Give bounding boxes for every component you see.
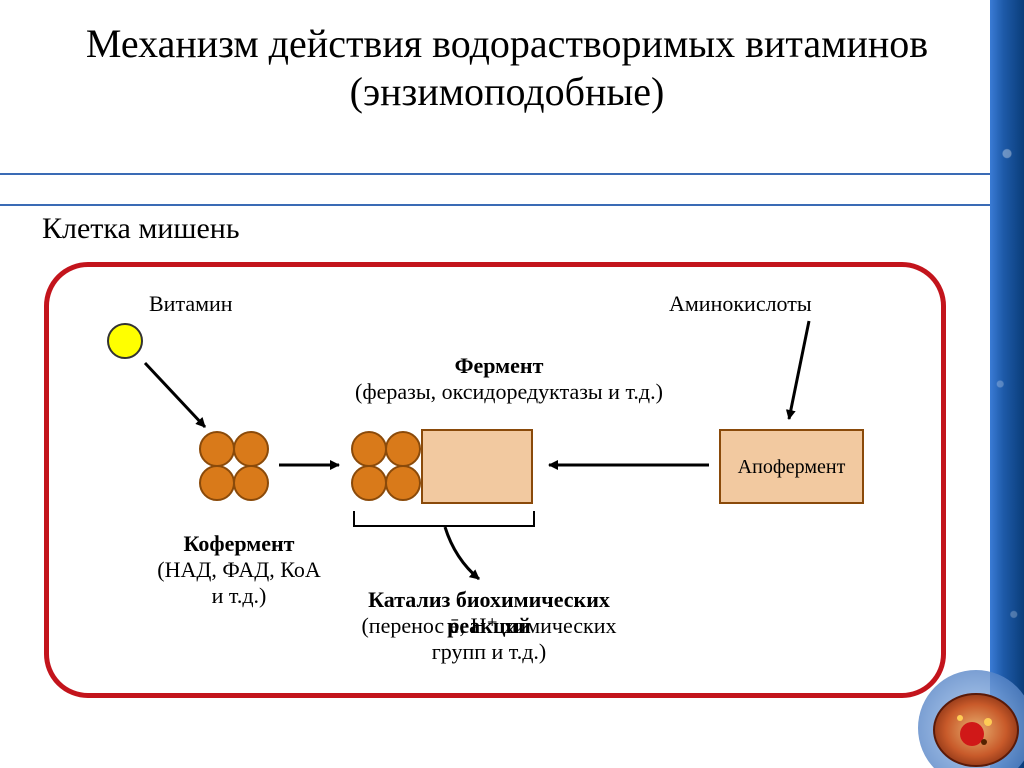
corner-cell-icon [884,638,1024,768]
slide-subtitle: Клетка мишень [42,212,240,246]
slide: Механизм действия водорастворимых витами… [0,0,1024,768]
horizontal-accent-bar [0,173,990,206]
arrows-layer [49,267,941,693]
slide-title: Механизм действия водорастворимых витами… [50,20,964,116]
cell-membrane: Витамин Аминокислоты Фермент (феразы, ок… [44,262,946,698]
